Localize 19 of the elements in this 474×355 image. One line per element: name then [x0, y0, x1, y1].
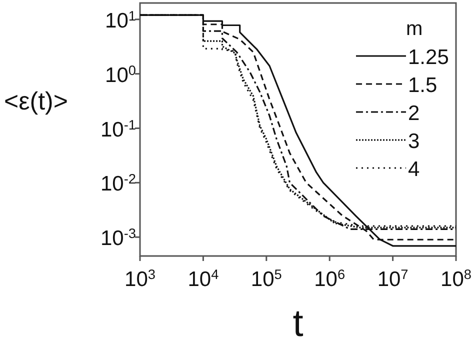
- x-axis-title: t: [292, 303, 304, 345]
- y-tick-label: 10$^{-2}$: [100, 171, 136, 196]
- x-tick-label: 10$^{8}$: [440, 266, 472, 291]
- legend-label: 4: [408, 158, 420, 181]
- legend-label: 1.25: [408, 46, 449, 69]
- legend-label: 3: [408, 130, 420, 153]
- x-tick-label: 10$^{6}$: [314, 266, 346, 291]
- x-tick-label: 10$^{5}$: [250, 266, 282, 291]
- x-tick-label: 10$^{7}$: [377, 266, 408, 291]
- legend-title: m: [406, 18, 423, 40]
- y-axis-title: <ε(t)>: [4, 88, 68, 116]
- y-tick-label: 10$^{0}$: [105, 62, 136, 87]
- x-tick-label: 10$^{3}$: [124, 266, 156, 291]
- legend-label: 1.5: [408, 74, 438, 97]
- y-tick-label: 10$^{-1}$: [100, 116, 136, 142]
- x-tick-label: 10$^{4}$: [188, 266, 220, 291]
- y-tick-label: 10$^{-3}$: [100, 226, 136, 250]
- y-tick-label: 10$^{1}$: [105, 8, 136, 32]
- legend-label: 2: [408, 102, 420, 125]
